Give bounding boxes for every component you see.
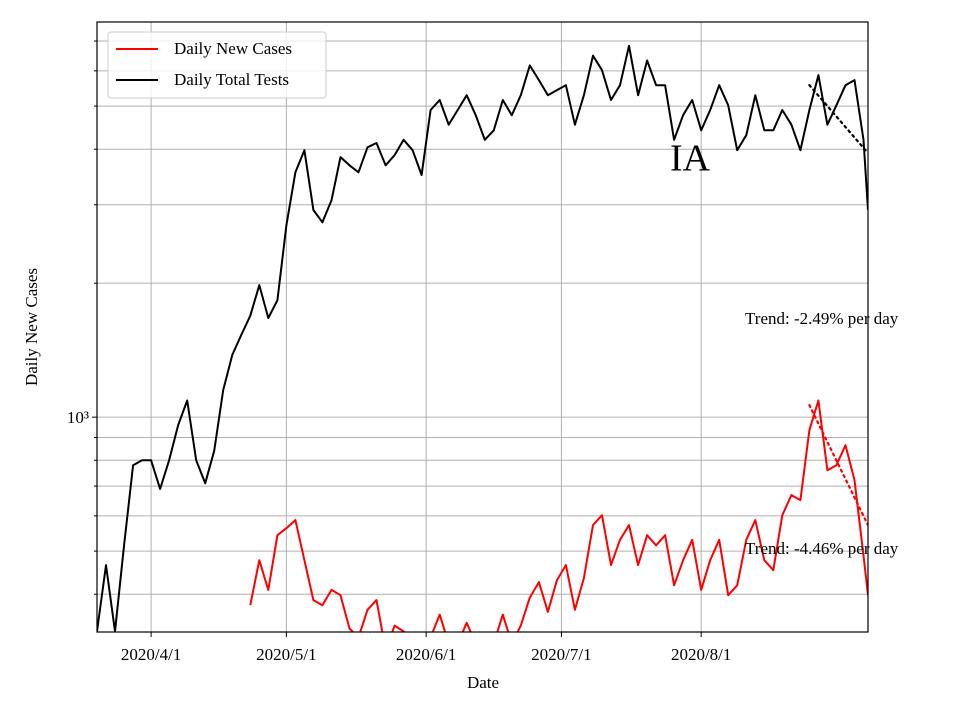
x-tick-label: 2020/8/1	[671, 645, 731, 664]
legend-label: Daily Total Tests	[174, 70, 289, 89]
series-line	[97, 44, 868, 632]
axes-frame	[96, 21, 869, 633]
legend: Daily New Cases Daily Total Tests	[107, 31, 327, 99]
ticks: 2020/4/1 2020/5/1 2020/6/1 2020/7/1 2020/8/1…	[67, 40, 731, 664]
series-line	[249, 399, 868, 632]
plot-area	[97, 44, 868, 632]
grid	[97, 22, 868, 632]
legend-label: Daily New Cases	[174, 39, 292, 58]
legend-box	[107, 31, 327, 99]
y-tick-label: 10³	[67, 408, 89, 427]
trend-label: Trend: -4.46% per day	[745, 539, 899, 558]
x-axis-label: Date	[467, 673, 499, 692]
x-tick-label: 2020/5/1	[256, 645, 316, 664]
y-axis-label: Daily New Cases	[22, 268, 41, 386]
x-tick-label: 2020/7/1	[531, 645, 591, 664]
x-tick-label: 2020/4/1	[121, 645, 181, 664]
trend-line	[808, 404, 868, 527]
x-tick-label: 2020/6/1	[396, 645, 456, 664]
trend-label: Trend: -2.49% per day	[745, 309, 899, 328]
trend-line	[808, 84, 868, 155]
annotation: IA	[670, 138, 711, 180]
